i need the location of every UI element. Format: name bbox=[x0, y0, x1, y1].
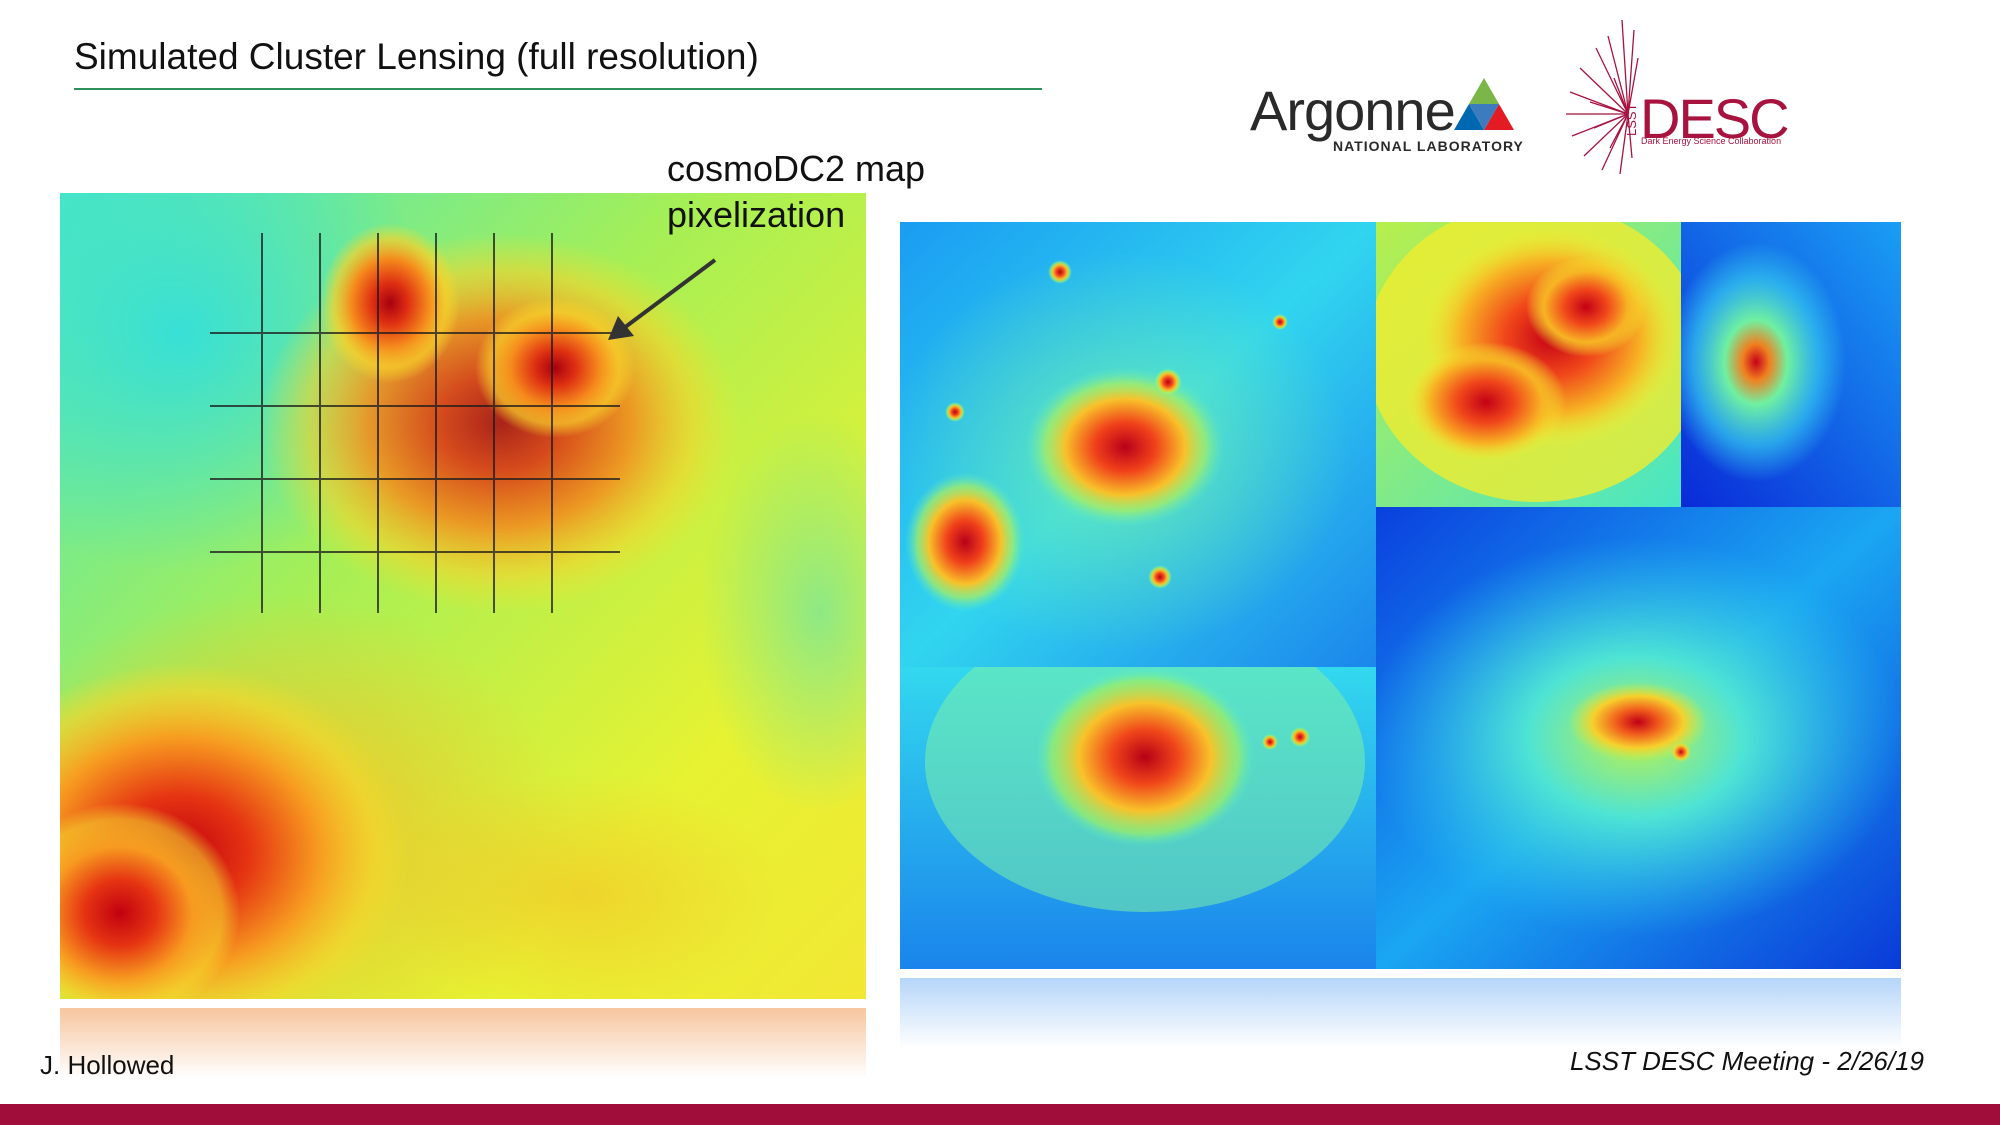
argonne-logo-subtitle: NATIONAL LABORATORY bbox=[1333, 138, 1524, 154]
desc-logo-name: DESC bbox=[1640, 87, 1790, 150]
lensing-map-full-resolution bbox=[60, 193, 866, 999]
starburst-icon bbox=[1566, 19, 1639, 174]
footer-accent-bar bbox=[0, 1104, 2000, 1125]
argonne-logo-name: Argonne bbox=[1250, 79, 1456, 142]
argonne-logo: Argonne NATIONAL LABORATORY bbox=[1246, 70, 1523, 158]
desc-logo: LSST DESC Dark Energy Science Collaborat… bbox=[1566, 18, 1806, 174]
halo-map-panel-1 bbox=[900, 222, 1376, 667]
halo-map-panel-3 bbox=[1681, 222, 1901, 507]
annotation-line-2: pixelization bbox=[667, 194, 846, 235]
lensing-map-full-resolution-reflection bbox=[60, 1008, 866, 1078]
author-label: J. Hollowed bbox=[40, 1050, 175, 1080]
meeting-label: LSST DESC Meeting - 2/26/19 bbox=[1569, 1046, 1924, 1076]
arrow-icon bbox=[608, 258, 717, 340]
annotation-line-1: cosmoDC2 map bbox=[667, 148, 926, 189]
slide-title: Simulated Cluster Lensing (full resoluti… bbox=[74, 36, 759, 77]
halo-map-panel-5 bbox=[1376, 507, 1901, 969]
desc-logo-lsst: LSST bbox=[1624, 103, 1639, 136]
argonne-triangle-icon bbox=[1454, 78, 1514, 130]
halo-map-panel-2 bbox=[1376, 222, 1681, 507]
title-divider bbox=[74, 88, 1042, 90]
halo-map-panel-4 bbox=[900, 667, 1376, 969]
pixelization-annotation: cosmoDC2 map pixelization bbox=[667, 146, 925, 238]
halo-map-collage-reflection bbox=[900, 978, 1901, 1048]
desc-logo-subtitle: Dark Energy Science Collaboration bbox=[1641, 136, 1782, 146]
